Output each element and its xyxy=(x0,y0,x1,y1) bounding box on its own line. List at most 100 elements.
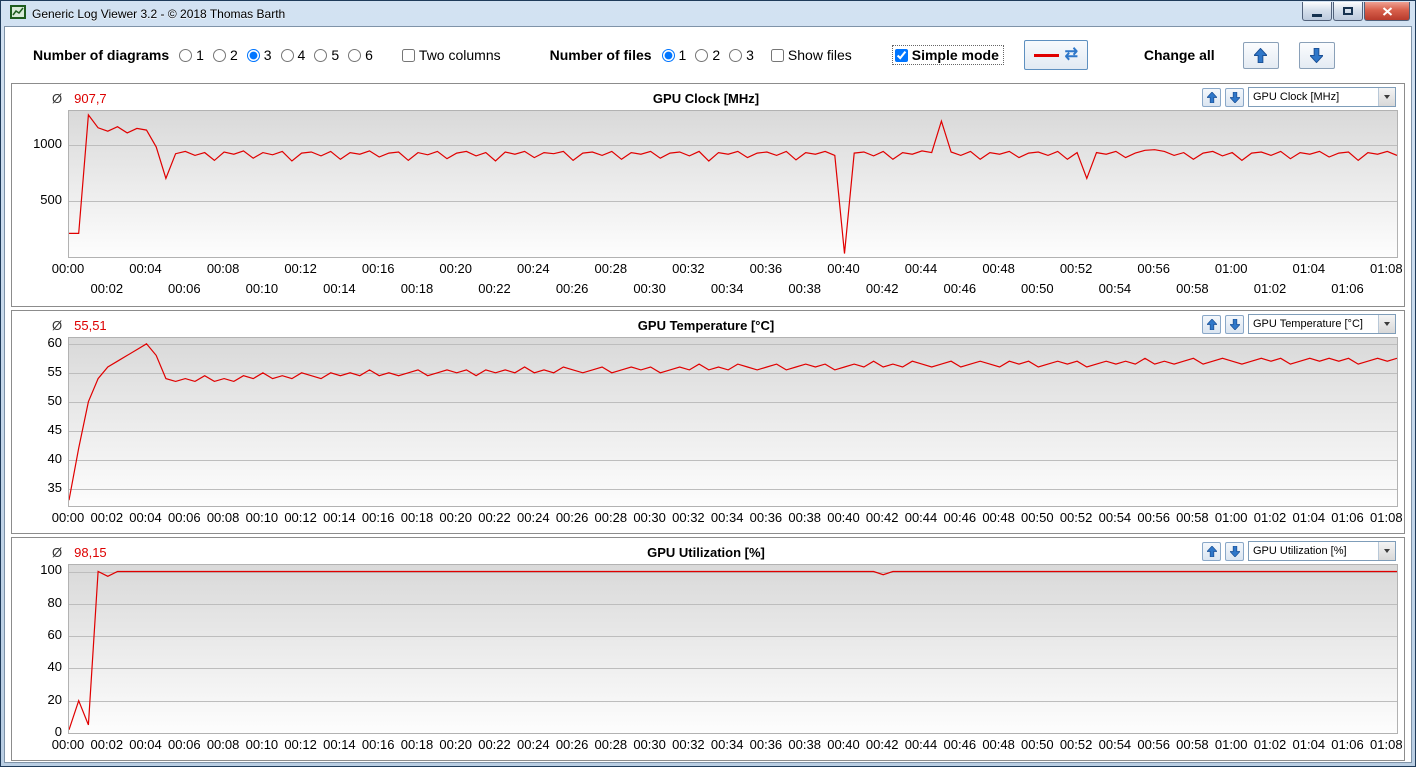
y-tick-label: 20 xyxy=(47,691,62,707)
diagrams-radio-5[interactable] xyxy=(314,48,328,62)
move-up-button[interactable] xyxy=(1202,87,1221,107)
y-tick-label: 100 xyxy=(40,562,62,578)
two-columns-input[interactable] xyxy=(401,48,415,62)
x-tick-label: 00:04 xyxy=(129,510,162,525)
down-arrow-icon xyxy=(1229,91,1240,103)
diagrams-radio-2[interactable] xyxy=(212,48,226,62)
title-bar[interactable]: Generic Log Viewer 3.2 - © 2018 Thomas B… xyxy=(4,1,1412,26)
gridline xyxy=(69,144,1397,146)
files-option-1[interactable]: 1 xyxy=(661,47,686,63)
x-tick-label: 00:50 xyxy=(1021,737,1054,752)
x-tick-label: 00:24 xyxy=(517,510,550,525)
two-columns-checkbox[interactable]: Two columns xyxy=(401,47,501,63)
gridline xyxy=(69,372,1397,374)
move-down-button[interactable] xyxy=(1225,314,1244,334)
x-tick-label: 00:18 xyxy=(400,281,434,296)
diagrams-radio-4[interactable] xyxy=(280,48,294,62)
diagrams-option-1[interactable]: 1 xyxy=(179,47,204,63)
series-line xyxy=(69,343,1397,501)
x-tick-label: 01:06 xyxy=(1331,510,1364,525)
move-up-button[interactable] xyxy=(1202,541,1221,561)
diagrams-radio-6[interactable] xyxy=(348,48,362,62)
number-of-diagrams-label: Number of diagrams xyxy=(33,47,170,63)
show-files-checkbox[interactable]: Show files xyxy=(770,47,852,63)
files-radio-1[interactable] xyxy=(661,48,675,62)
signal-select-dropdown[interactable]: GPU Clock [MHz] xyxy=(1248,87,1396,107)
maximize-button[interactable] xyxy=(1333,2,1363,21)
x-tick-label: 00:16 xyxy=(361,261,395,276)
files-radio-3[interactable] xyxy=(729,48,743,62)
dropdown-button[interactable] xyxy=(1378,315,1395,333)
diagrams-radio-1[interactable] xyxy=(179,48,193,62)
x-tick-label: 00:04 xyxy=(129,737,162,752)
signal-select-dropdown[interactable]: GPU Temperature [°C] xyxy=(1248,314,1396,334)
x-tick-label: 00:44 xyxy=(904,261,938,276)
x-tick-label: 00:14 xyxy=(323,510,356,525)
x-tick-label: 01:08 xyxy=(1370,510,1403,525)
diagrams-option-6[interactable]: 6 xyxy=(348,47,373,63)
diagrams-option-3[interactable]: 3 xyxy=(246,47,272,63)
chevron-down-icon xyxy=(1384,95,1390,99)
panel-title: GPU Clock [MHz] xyxy=(652,90,760,106)
change-all-up-button[interactable] xyxy=(1242,41,1279,69)
files-option-3[interactable]: 3 xyxy=(729,47,754,63)
x-tick-label: 00:06 xyxy=(168,737,201,752)
simple-mode-checkbox[interactable]: Simple mode xyxy=(891,45,1004,65)
x-tick-label: 01:04 xyxy=(1292,510,1326,525)
up-arrow-icon xyxy=(1206,318,1217,330)
show-files-input[interactable] xyxy=(770,48,784,62)
line-color-refresh-button[interactable]: ⇄ xyxy=(1023,40,1088,70)
signal-select-value: GPU Utilization [%] xyxy=(1253,545,1347,557)
y-axis: 35 40 45 50 55 60 xyxy=(14,335,68,507)
diagrams-radio-3[interactable] xyxy=(246,48,260,62)
x-tick-label: 00:36 xyxy=(749,261,783,276)
average-readout: Ø 98,15 xyxy=(52,545,107,560)
x-tick-label: 00:46 xyxy=(943,281,977,296)
x-tick-label: 00:00 xyxy=(51,737,85,752)
x-tick-label: 01:04 xyxy=(1292,737,1326,752)
y-tick-label: 1000 xyxy=(33,135,62,151)
move-up-button[interactable] xyxy=(1202,314,1221,334)
panel-gpu-utilization: Ø 98,15 GPU Utilization [%] GPU Utilizat… xyxy=(11,537,1405,761)
x-tick-label: 00:26 xyxy=(555,281,589,296)
x-tick-label: 01:06 xyxy=(1331,281,1364,296)
x-tick-label: 00:26 xyxy=(555,737,589,752)
up-arrow-icon xyxy=(1206,91,1217,103)
plot-area[interactable] xyxy=(68,564,1398,734)
x-tick-label: 00:52 xyxy=(1059,737,1093,752)
dropdown-button[interactable] xyxy=(1378,542,1395,560)
x-tick-label: 00:40 xyxy=(827,261,860,276)
plot-area[interactable] xyxy=(68,110,1398,258)
close-button[interactable] xyxy=(1364,2,1410,21)
signal-select-dropdown[interactable]: GPU Utilization [%] xyxy=(1248,541,1396,561)
average-value: 55,51 xyxy=(74,317,107,333)
change-all-down-button[interactable] xyxy=(1298,41,1335,69)
diagrams-option-4[interactable]: 4 xyxy=(280,47,305,63)
files-radio-2[interactable] xyxy=(695,48,709,62)
chart-gpu-temperature: 35 40 45 50 55 60 00:00 00:02 00:04 00:06 00:08 00… xyxy=(14,335,1403,529)
signal-select-value: GPU Clock [MHz] xyxy=(1253,91,1340,103)
simple-mode-input[interactable] xyxy=(894,48,908,62)
dropdown-button[interactable] xyxy=(1378,88,1395,106)
plot-area[interactable] xyxy=(68,337,1398,507)
refresh-icon: ⇄ xyxy=(1064,46,1079,63)
x-tick-label: 00:34 xyxy=(710,737,744,752)
x-axis: 00:00 00:02 00:04 00:06 00:08 00:10 00:12 00:14… xyxy=(52,258,1403,302)
x-tick-label: 00:42 xyxy=(865,510,899,525)
x-tick-label: 00:12 xyxy=(284,261,317,276)
diagrams-option-2[interactable]: 2 xyxy=(212,47,238,63)
diagrams-option-5[interactable]: 5 xyxy=(314,47,339,63)
gridline xyxy=(69,430,1397,432)
panel-title: GPU Utilization [%] xyxy=(647,544,765,560)
minimize-button[interactable] xyxy=(1302,2,1332,21)
series-line xyxy=(69,113,1397,254)
chevron-down-icon xyxy=(1384,322,1390,326)
x-tick-label: 00:30 xyxy=(633,281,666,296)
move-down-button[interactable] xyxy=(1225,87,1244,107)
average-readout: Ø 55,51 xyxy=(52,318,107,333)
move-down-button[interactable] xyxy=(1225,541,1244,561)
x-tick-label: 00:18 xyxy=(400,737,434,752)
x-tick-label: 00:56 xyxy=(1137,261,1170,276)
x-tick-label: 00:40 xyxy=(827,737,860,752)
files-option-2[interactable]: 2 xyxy=(695,47,720,63)
